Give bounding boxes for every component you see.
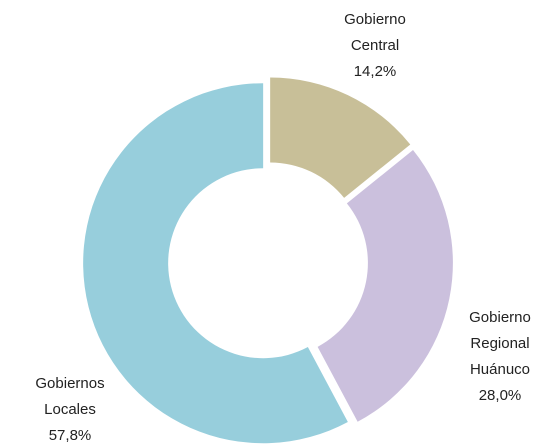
value-label: 28,0% — [479, 387, 522, 404]
slice-label: Gobiernos Locales 57,8% — [35, 375, 104, 444]
category-line: Gobiernos — [35, 375, 104, 392]
value-label: 14,2% — [354, 63, 397, 80]
donut-slice — [270, 77, 411, 198]
category-line: Gobierno — [344, 11, 406, 28]
slice-label: Gobierno Central 14,2% — [344, 11, 406, 80]
category-line: Huánuco — [470, 361, 530, 378]
category-line: Gobierno — [469, 309, 531, 326]
category-name: Gobiernos Locales — [35, 375, 104, 418]
donut-slice — [83, 83, 348, 444]
category-line: Locales — [44, 401, 96, 418]
category-line: Central — [351, 37, 399, 54]
value-label: 57,8% — [49, 427, 92, 444]
category-name: Gobierno Regional Huánuco — [469, 309, 531, 378]
category-line: Regional — [470, 335, 529, 352]
slice-label: Gobierno Regional Huánuco 28,0% — [469, 309, 531, 404]
category-name: Gobierno Central — [344, 11, 406, 54]
donut-slice — [317, 150, 453, 422]
